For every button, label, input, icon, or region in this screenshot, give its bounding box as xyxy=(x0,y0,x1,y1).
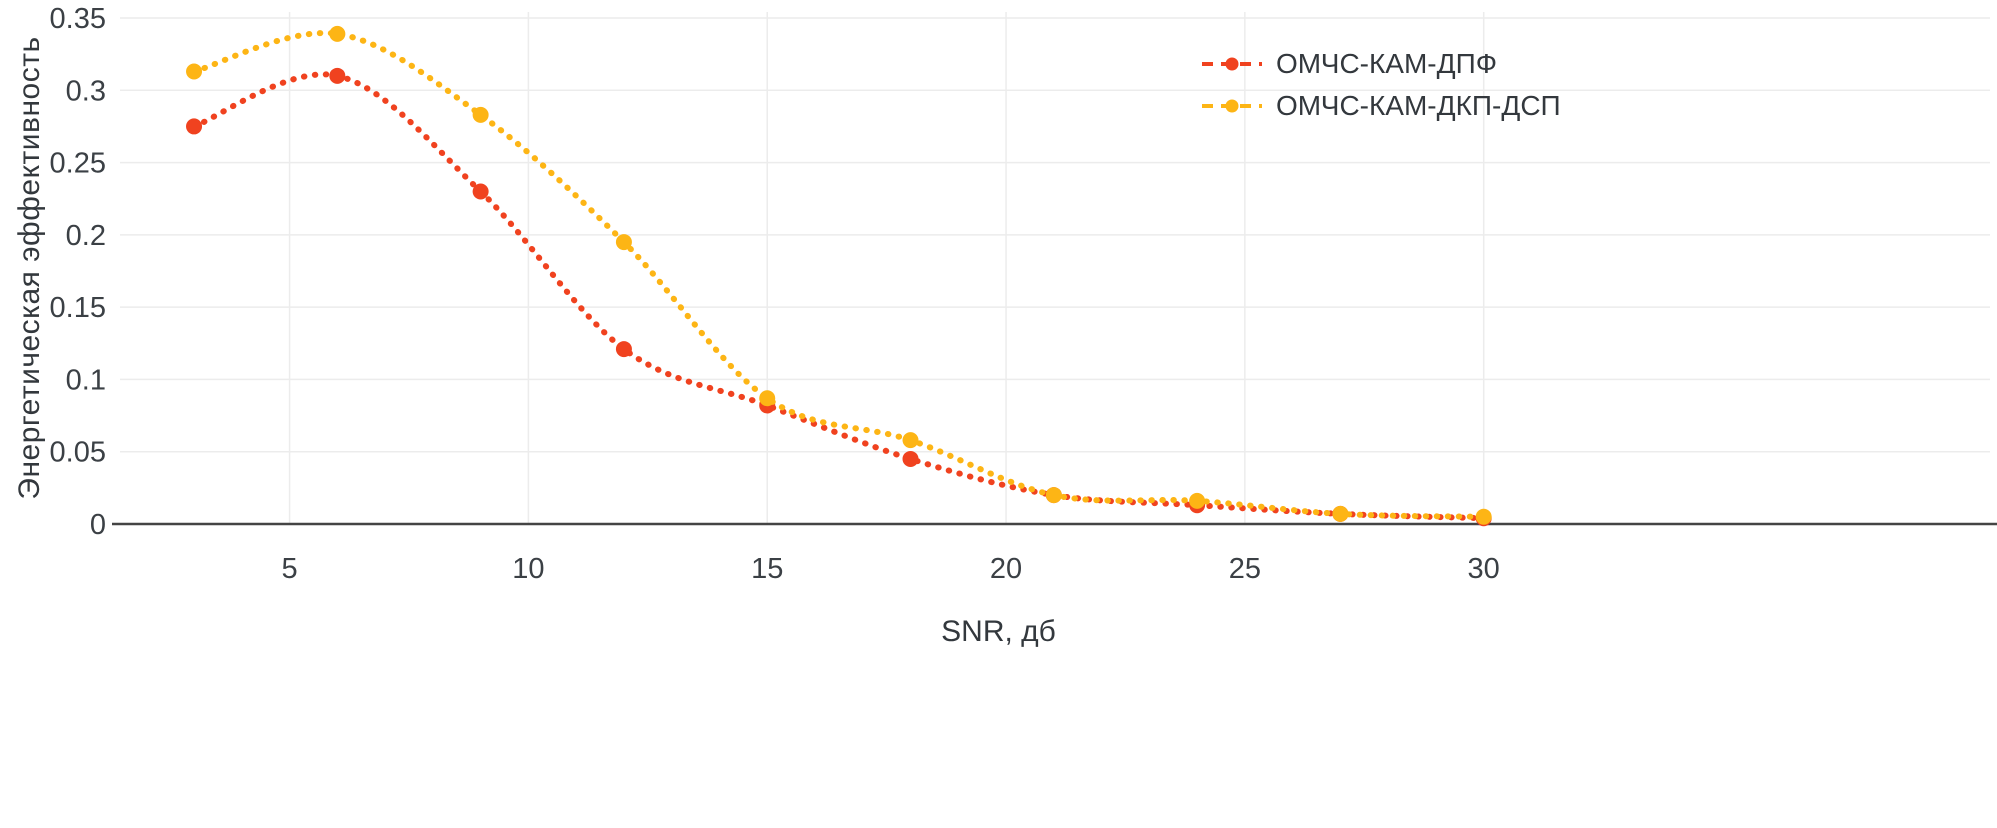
x-tick-label: 30 xyxy=(1468,553,1500,585)
y-tick-label: 0 xyxy=(90,509,106,541)
y-tick-label: 0.15 xyxy=(50,292,106,324)
data-point-marker xyxy=(329,67,346,84)
series-1 xyxy=(186,67,1492,527)
data-point-marker xyxy=(902,450,919,467)
data-point-marker xyxy=(329,25,346,42)
data-point-marker xyxy=(759,390,776,407)
legend-item-series-1[interactable]: ОМЧС-КАМ-ДПФ xyxy=(1200,48,1561,80)
data-point-marker xyxy=(1189,492,1206,509)
x-tick-label: 25 xyxy=(1229,553,1261,585)
data-point-marker xyxy=(615,234,632,251)
legend-item-series-2[interactable]: ОМЧС-КАМ-ДКП-ДСП xyxy=(1200,90,1561,122)
x-axis-title: SNR, дб xyxy=(941,615,1056,648)
data-point-marker xyxy=(1332,505,1349,522)
y-tick-label: 0.05 xyxy=(50,437,106,469)
data-point-marker xyxy=(1475,508,1492,525)
data-point-marker xyxy=(902,432,919,449)
data-point-marker xyxy=(186,118,203,135)
y-tick-labels: 0 0.05 0.1 0.15 0.2 0.25 0.3 0.35 xyxy=(50,3,106,541)
legend-label: ОМЧС-КАМ-ДПФ xyxy=(1276,48,1498,79)
data-point-marker xyxy=(472,106,489,123)
legend-label: ОМЧС-КАМ-ДКП-ДСП xyxy=(1276,90,1561,121)
legend-line-sample-icon xyxy=(1202,99,1262,113)
series-line xyxy=(191,30,1487,520)
x-tick-label: 10 xyxy=(512,553,544,585)
legend: ОМЧС-КАМ-ДПФ ОМЧС-КАМ-ДКП-ДСП xyxy=(1200,48,1561,122)
data-point-marker xyxy=(472,183,489,200)
x-tick-labels: 5 10 15 20 25 30 xyxy=(281,553,1499,585)
data-point-marker xyxy=(186,63,203,80)
y-axis-title: Энергетическая эффективность xyxy=(13,36,46,500)
data-point-marker xyxy=(1045,487,1062,504)
x-tick-label: 20 xyxy=(990,553,1022,585)
y-tick-label: 0.1 xyxy=(66,364,106,396)
series-2 xyxy=(186,25,1492,525)
y-tick-label: 0.35 xyxy=(50,3,106,35)
y-tick-label: 0.25 xyxy=(50,148,106,180)
y-tick-label: 0.3 xyxy=(66,75,106,107)
gridlines xyxy=(120,12,1990,525)
x-tick-label: 5 xyxy=(281,553,297,585)
series-line xyxy=(191,71,1487,522)
legend-line-sample-icon xyxy=(1202,57,1262,71)
data-point-marker xyxy=(615,341,632,358)
x-tick-label: 15 xyxy=(751,553,783,585)
y-tick-label: 0.2 xyxy=(66,220,106,252)
